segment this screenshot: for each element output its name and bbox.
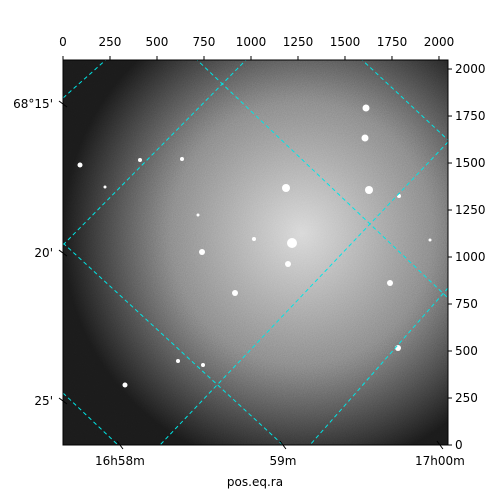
y-tick-label: 2000 [455,62,486,76]
x-tick-label: 750 [193,35,216,49]
dec-tick [58,100,68,108]
y-tick-label: 1250 [455,203,486,217]
dec-tick [58,397,68,405]
ra-tick-label: 59m [269,454,296,468]
dec-tick-label: 20' [34,246,53,260]
x-tick-label: 1750 [377,35,408,49]
x-tick-label: 0 [59,35,67,49]
y-tick-label: 1000 [455,250,486,264]
sky-image [63,60,448,445]
y-tick-label: 0 [455,438,463,452]
y-tick-label: 1500 [455,156,486,170]
ra-tick-label: 16h58m [95,454,145,468]
ra-tick [279,440,287,450]
y-tick-label: 250 [455,391,478,405]
x-tick-label: 1000 [236,35,267,49]
x-axis-label: pos.eq.ra [227,475,283,489]
ra-tick-label: 17h00m [415,454,465,468]
dec-tick-label: 25' [34,394,53,408]
x-tick-label: 1500 [330,35,361,49]
ra-tick [116,440,124,450]
stars [77,104,432,388]
dec-tick [58,249,68,257]
ra-tick [436,440,444,450]
dec-tick-label: 68°15' [13,97,53,111]
x-tick-label: 250 [99,35,122,49]
y-tick-label: 500 [455,344,478,358]
x-tick-label: 2000 [424,35,455,49]
x-tick-label: 500 [146,35,169,49]
x-tick-label: 1250 [283,35,314,49]
y-tick-label: 750 [455,297,478,311]
y-tick-label: 1750 [455,109,486,123]
coordinate-grid [63,60,448,445]
